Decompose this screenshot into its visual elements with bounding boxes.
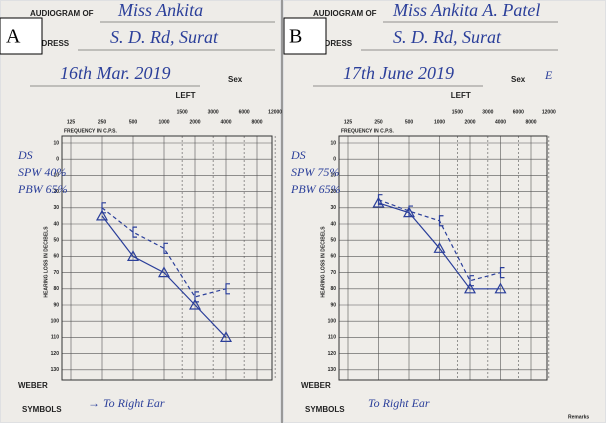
note: DS (290, 148, 306, 162)
freq-label: 2000 (464, 119, 475, 125)
patient-name: Miss Ankita (117, 0, 203, 20)
freq-label: 3000 (482, 109, 493, 115)
freq-label: 250 (374, 119, 383, 125)
freq-label: 1000 (158, 119, 169, 125)
db-label: 70 (53, 270, 59, 276)
freq-label: 4000 (495, 119, 506, 125)
db-label: 50 (330, 238, 336, 244)
sex: E (544, 68, 553, 82)
freq-label: 8000 (525, 119, 536, 125)
symbols-note: → To Right Ear (88, 396, 165, 410)
freq-label: 8000 (251, 119, 262, 125)
freq-label: 12000 (268, 109, 282, 115)
note: DS (17, 148, 33, 162)
symbols-label: SYMBOLS (305, 405, 345, 414)
freq-label: 250 (98, 119, 107, 125)
db-label: 10 (53, 140, 59, 146)
freq-label: 1500 (177, 109, 188, 115)
db-label: 30 (330, 205, 336, 211)
sex-label: Sex (511, 75, 526, 84)
x-axis-label: FREQUENCY IN C.P.S. (341, 128, 394, 134)
note: PBW 65% (17, 182, 68, 196)
note: SPW 40% (18, 165, 66, 179)
freq-label: 12000 (542, 109, 556, 115)
db-label: 90 (53, 302, 59, 308)
db-label: 120 (51, 351, 60, 357)
symbols-note: To Right Ear (368, 396, 430, 410)
figure: AUDIOGRAM OFMiss AnkitaADDRESSS. D. Rd, … (0, 0, 606, 423)
db-label: 80 (53, 286, 59, 292)
db-label: 120 (328, 351, 337, 357)
db-label: 30 (53, 205, 59, 211)
freq-label: 125 (344, 119, 353, 125)
patient-name: Miss Ankita A. Patel (392, 0, 540, 20)
x-axis-label: FREQUENCY IN C.P.S. (64, 128, 117, 134)
freq-label: 6000 (239, 109, 250, 115)
freq-label: 6000 (513, 109, 524, 115)
ear: LEFT (176, 91, 196, 100)
form-label: AUDIOGRAM OF (313, 9, 377, 18)
db-label: 60 (53, 254, 59, 260)
db-label: 100 (51, 319, 60, 325)
db-label: 100 (328, 319, 337, 325)
form-label: AUDIOGRAM OF (30, 9, 94, 18)
freq-label: 500 (405, 119, 414, 125)
panel-label: A (6, 26, 21, 48)
y-axis-label: HEARING LOSS IN DECIBELS (43, 226, 49, 298)
db-label: 130 (51, 367, 60, 373)
db-label: 110 (51, 335, 59, 341)
symbols-label: SYMBOLS (22, 405, 62, 414)
db-label: 40 (53, 221, 59, 227)
weber: WEBER (18, 381, 48, 390)
freq-label: 3000 (208, 109, 219, 115)
freq-label: 125 (67, 119, 76, 125)
freq-label: 2000 (189, 119, 200, 125)
date: 17th June 2019 (343, 63, 454, 83)
ear: LEFT (451, 91, 471, 100)
y-axis-label: HEARING LOSS IN DECIBELS (320, 226, 326, 298)
freq-label: 1000 (434, 119, 445, 125)
address: S. D. Rd, Surat (393, 27, 502, 47)
db-label: 40 (330, 221, 336, 227)
db-label: 110 (328, 335, 336, 341)
db-label: 50 (53, 238, 59, 244)
freq-label: 500 (129, 119, 138, 125)
weber: WEBER (301, 381, 331, 390)
freq-label: 4000 (220, 119, 231, 125)
db-label: 70 (330, 270, 336, 276)
date: 16th Mar. 2019 (60, 63, 171, 83)
remarks: Remarks (568, 414, 589, 420)
address: S. D. Rd, Surat (110, 27, 219, 47)
db-label: 0 (56, 157, 59, 163)
freq-label: 1500 (452, 109, 463, 115)
db-label: 80 (330, 286, 336, 292)
db-label: 90 (330, 302, 336, 308)
note: SPW 75% (291, 165, 339, 179)
db-label: 0 (333, 157, 336, 163)
db-label: 130 (328, 367, 337, 373)
sex-label: Sex (228, 75, 243, 84)
db-label: 60 (330, 254, 336, 260)
db-label: 10 (330, 140, 336, 146)
panel-label: B (289, 26, 302, 48)
note: PBW 65% (290, 182, 341, 196)
